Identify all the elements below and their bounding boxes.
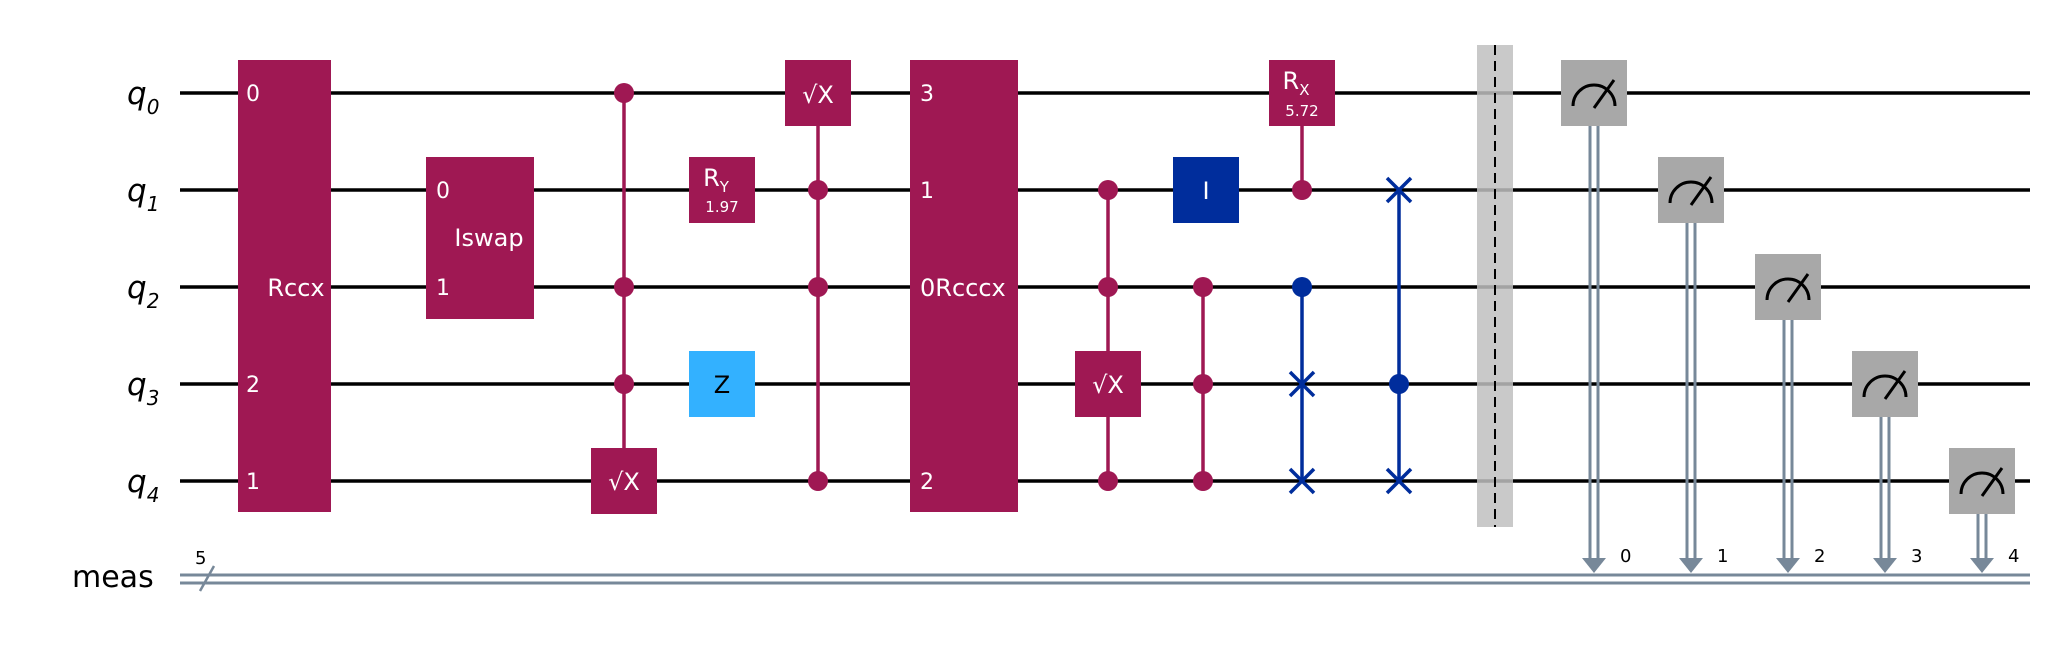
rx-param: 5.72 xyxy=(1285,102,1318,120)
ry-gate: RY 1.97 xyxy=(689,157,755,223)
cswap-gate xyxy=(1288,277,1316,495)
control-dot xyxy=(808,180,828,200)
iswap-port-q1: 0 xyxy=(436,179,450,204)
cccsx-gate: √X xyxy=(591,83,657,514)
measure-gate-q1: 1 xyxy=(1658,157,1728,573)
measure-target-0: 0 xyxy=(1620,546,1631,567)
qubit-label-q3: q3 xyxy=(127,367,159,410)
iswap-gate: 0 1 Iswap xyxy=(426,157,534,319)
qubit-label-q1: q1 xyxy=(127,173,159,216)
i-gate: I xyxy=(1173,157,1239,223)
control-dot xyxy=(1193,277,1213,297)
classical-wire xyxy=(180,573,2030,585)
measure-target-3: 3 xyxy=(1911,546,1922,567)
control-dot xyxy=(614,374,634,394)
control-dot xyxy=(1292,277,1312,297)
control-dot xyxy=(1098,471,1118,491)
qubit-label-q4: q4 xyxy=(127,464,159,507)
measure-target-2: 2 xyxy=(1814,546,1825,567)
qubit-label-q2: q2 xyxy=(127,270,159,313)
swap-x-icon xyxy=(1288,467,1316,495)
rcccx-port-q4: 2 xyxy=(920,470,934,495)
control-dot xyxy=(1193,374,1213,394)
barrier xyxy=(1477,45,1513,527)
rcccx-port-q1: 1 xyxy=(920,179,934,204)
z-label: Z xyxy=(714,371,730,399)
control-dot xyxy=(614,277,634,297)
meter-icon xyxy=(1959,467,2005,497)
i-label: I xyxy=(1202,177,1209,205)
ry-label: RY xyxy=(703,164,730,196)
measure-gate-q0: 0 xyxy=(1561,60,1631,573)
measure-target-1: 1 xyxy=(1717,546,1728,567)
swap-x-icon xyxy=(1385,176,1413,204)
measure-target-4: 4 xyxy=(2008,546,2019,567)
classical-label: meas xyxy=(72,560,154,595)
sqrtx-label: √X xyxy=(802,81,834,109)
meter-icon xyxy=(1668,176,1714,206)
ry-param: 1.97 xyxy=(705,198,738,216)
swap-x-icon xyxy=(1385,467,1413,495)
iswap-label: Iswap xyxy=(454,224,523,252)
rcccx-port-q0: 3 xyxy=(920,82,934,107)
rx-label: RX xyxy=(1283,67,1310,99)
rcccx-label: 0Rcccx xyxy=(920,274,1006,302)
control-dot xyxy=(1389,374,1409,394)
measure-gate-q3: 3 xyxy=(1852,351,1922,573)
cswap-gate-2 xyxy=(1385,176,1413,495)
rccx-port-q3: 2 xyxy=(246,373,260,398)
meter-icon xyxy=(1571,79,1617,109)
rccx-gate: 0 2 1 Rccx xyxy=(238,60,331,512)
control-dot xyxy=(1098,277,1118,297)
qubit-label-q0: q0 xyxy=(127,76,159,119)
control-dot xyxy=(1193,471,1213,491)
control-dot xyxy=(1292,180,1312,200)
z-gate: Z xyxy=(689,351,755,417)
sqrtx-label: √X xyxy=(608,468,640,496)
control-dot xyxy=(808,471,828,491)
meter-icon xyxy=(1765,273,1811,303)
bus-width-label: 5 xyxy=(195,548,206,569)
qubit-labels: q0 q1 q2 q3 q4 xyxy=(127,76,159,507)
meter-icon xyxy=(1862,370,1908,400)
rccx-port-q0: 0 xyxy=(246,82,260,107)
cccsx-gate-2: √X xyxy=(785,60,851,491)
measure-gate-q2: 2 xyxy=(1755,254,1825,573)
ccz-gate xyxy=(1193,277,1213,491)
crx-gate: RX 5.72 xyxy=(1269,60,1335,200)
control-dot xyxy=(1098,180,1118,200)
measurements: 0 1 2 xyxy=(1561,60,2019,573)
swap-x-icon xyxy=(1288,370,1316,398)
rccx-port-q4: 1 xyxy=(246,470,260,495)
rccx-label: Rccx xyxy=(267,274,324,302)
control-dot xyxy=(614,83,634,103)
control-dot xyxy=(808,277,828,297)
bus-width-slash xyxy=(198,565,216,592)
measure-gate-q4: 4 xyxy=(1949,448,2019,573)
rcccx-gate: 3 1 0Rcccx 2 xyxy=(910,60,1018,512)
ccsx-gate: √X xyxy=(1075,180,1141,491)
iswap-port-q2: 1 xyxy=(436,276,450,301)
sqrtx-label: √X xyxy=(1092,371,1124,399)
